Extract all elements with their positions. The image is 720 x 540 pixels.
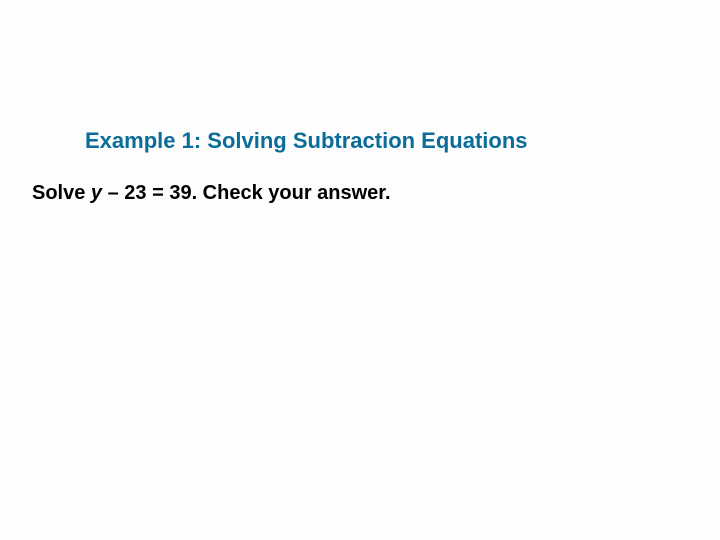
prompt-lead: Solve xyxy=(32,182,91,204)
slide: Example 1: Solving Subtraction Equations… xyxy=(0,0,720,540)
prompt-rest: – 23 = 39. Check your answer. xyxy=(102,182,391,204)
prompt-variable: y xyxy=(91,182,102,204)
slide-prompt: Solve y – 23 = 39. Check your answer. xyxy=(32,182,391,205)
slide-heading: Example 1: Solving Subtraction Equations xyxy=(85,128,528,154)
